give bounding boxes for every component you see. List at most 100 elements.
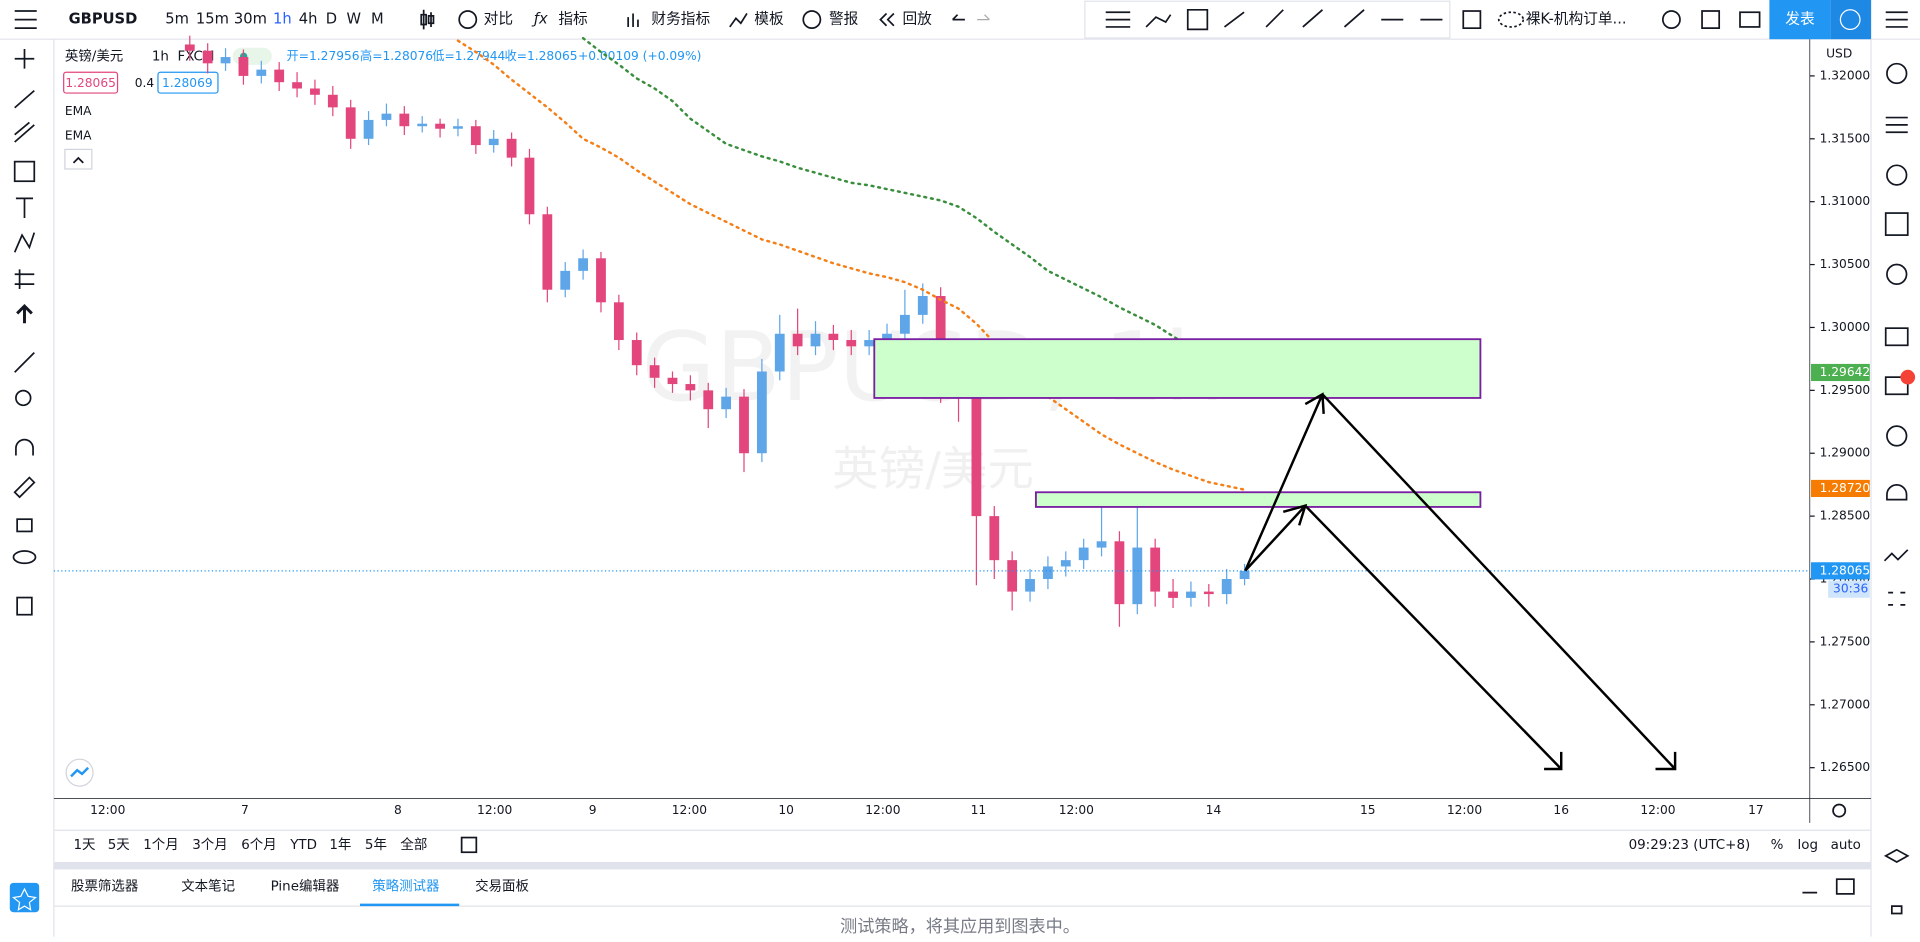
interval[interactable]: 1h [273, 11, 292, 28]
auto-toggle[interactable]: auto [1831, 838, 1861, 853]
rect-icon[interactable] [1462, 10, 1482, 30]
redo[interactable] [977, 14, 990, 21]
x-tick-label: 12:00 [1059, 803, 1094, 817]
candle-body [864, 340, 875, 347]
indicators[interactable]: 指标 [558, 11, 588, 28]
watermark-name: 英镑/美元 [832, 442, 1034, 496]
candle-body [1221, 579, 1232, 595]
y-tick-label: 1.30500 [1820, 257, 1871, 271]
snapshot[interactable] [1739, 11, 1761, 28]
indicator-label[interactable]: EMA [65, 104, 92, 118]
range[interactable]: 5天 [108, 838, 130, 853]
left-toolbar[interactable] [12, 48, 37, 616]
countdown: 30:36 [1833, 582, 1868, 596]
publish[interactable]: 发表 [1785, 11, 1815, 28]
percent-toggle[interactable]: % [1771, 838, 1784, 853]
right-sidebar[interactable] [1883, 11, 1916, 915]
bid-box[interactable] [63, 71, 119, 94]
candle-body [220, 57, 231, 64]
candle-body [828, 333, 839, 341]
log-toggle[interactable]: log [1798, 838, 1819, 853]
candle-type-icon[interactable] [420, 9, 435, 30]
x-tick-label: 15 [1360, 803, 1376, 817]
candle-body [917, 296, 928, 315]
candle-body [667, 377, 678, 385]
tab[interactable]: 交易面板 [475, 878, 529, 895]
zone[interactable] [1035, 491, 1482, 508]
legend-change: +0.00109 (+0.09%) [578, 49, 701, 63]
symbol[interactable]: GBPUSD [69, 11, 138, 28]
interval[interactable]: W [347, 11, 362, 28]
range[interactable]: YTD [289, 838, 317, 853]
tab[interactable]: 文本笔记 [181, 879, 235, 895]
x-tick-label: 12:00 [1447, 803, 1482, 817]
logo-mark [70, 766, 90, 778]
candle-body [417, 123, 428, 127]
collapse-button[interactable] [64, 148, 93, 170]
legend-name: 英镑/美元 [65, 47, 123, 64]
drawing-tools[interactable] [1105, 8, 1443, 31]
candle-body [1114, 541, 1125, 605]
legend-close: 收=1.28065 [504, 49, 577, 63]
maximize[interactable] [1835, 878, 1855, 895]
goto-date[interactable] [460, 836, 478, 854]
range[interactable]: 全部 [400, 836, 427, 853]
y-tick-label: 1.26500 [1820, 760, 1871, 774]
interval[interactable]: 30m [234, 11, 267, 28]
panel-message: 测试策略，将其应用到图表中。 [840, 917, 1080, 937]
axis-settings[interactable] [1832, 803, 1847, 818]
candle-body [1078, 547, 1089, 561]
indicator-label[interactable]: EMA [65, 128, 92, 142]
candle-body [1025, 579, 1035, 592]
layout-name[interactable]: 裸K-机构订单... [1526, 11, 1627, 28]
tab[interactable]: 股票筛选器 [71, 879, 139, 895]
financials-icon[interactable] [627, 13, 639, 27]
range[interactable]: 3个月 [192, 837, 227, 853]
replay-icon[interactable] [879, 12, 895, 27]
range[interactable]: 5年 [365, 837, 387, 853]
tab-active[interactable]: 策略测试器 [372, 878, 440, 895]
candle-body [399, 113, 410, 127]
replay[interactable]: 回放 [902, 11, 932, 28]
fullscreen[interactable] [1701, 10, 1721, 30]
candle-body [345, 107, 356, 139]
candle-body [792, 333, 803, 347]
play-button[interactable] [1830, 0, 1872, 40]
currency[interactable]: USD [1826, 46, 1852, 60]
fx-icon[interactable]: ƒx [531, 11, 548, 28]
ask-box[interactable] [157, 71, 219, 94]
compare[interactable]: 对比 [484, 11, 513, 28]
financials[interactable]: 财务指标 [651, 11, 710, 28]
candle-body [774, 333, 785, 372]
ask[interactable]: 1.28069 [162, 76, 213, 90]
alerts[interactable]: 警报 [829, 11, 859, 28]
range[interactable]: 1年 [329, 837, 351, 853]
range[interactable]: 1个月 [143, 837, 178, 853]
templates[interactable]: 模板 [754, 10, 784, 28]
settings[interactable] [1662, 10, 1681, 30]
range[interactable]: 1天 [73, 838, 95, 853]
candle-body [596, 258, 606, 303]
candle-body [292, 82, 302, 89]
alert-icon[interactable] [802, 10, 822, 30]
interval[interactable]: D [326, 11, 337, 28]
y-tick-label: 1.31500 [1820, 131, 1871, 145]
interval[interactable]: 15m [196, 11, 229, 28]
zone[interactable] [873, 338, 1482, 399]
watchlist-button[interactable] [9, 882, 40, 913]
interval[interactable]: 4h [299, 11, 318, 28]
cloud-icon[interactable] [1497, 11, 1525, 28]
status-pill[interactable] [232, 47, 272, 65]
templates-icon[interactable] [729, 13, 748, 28]
range[interactable]: 6个月 [241, 837, 276, 853]
interval[interactable]: M [371, 11, 384, 28]
tab[interactable]: Pine编辑器 [271, 879, 340, 895]
compare-icon[interactable] [458, 10, 478, 30]
hamburger[interactable] [14, 10, 37, 30]
publish-button[interactable] [1769, 0, 1831, 40]
bid[interactable]: 1.28065 [65, 76, 116, 90]
arrows[interactable] [1244, 392, 1677, 771]
interval[interactable]: 5m [165, 11, 189, 28]
undo[interactable] [952, 14, 965, 21]
price-tag [1811, 363, 1870, 382]
